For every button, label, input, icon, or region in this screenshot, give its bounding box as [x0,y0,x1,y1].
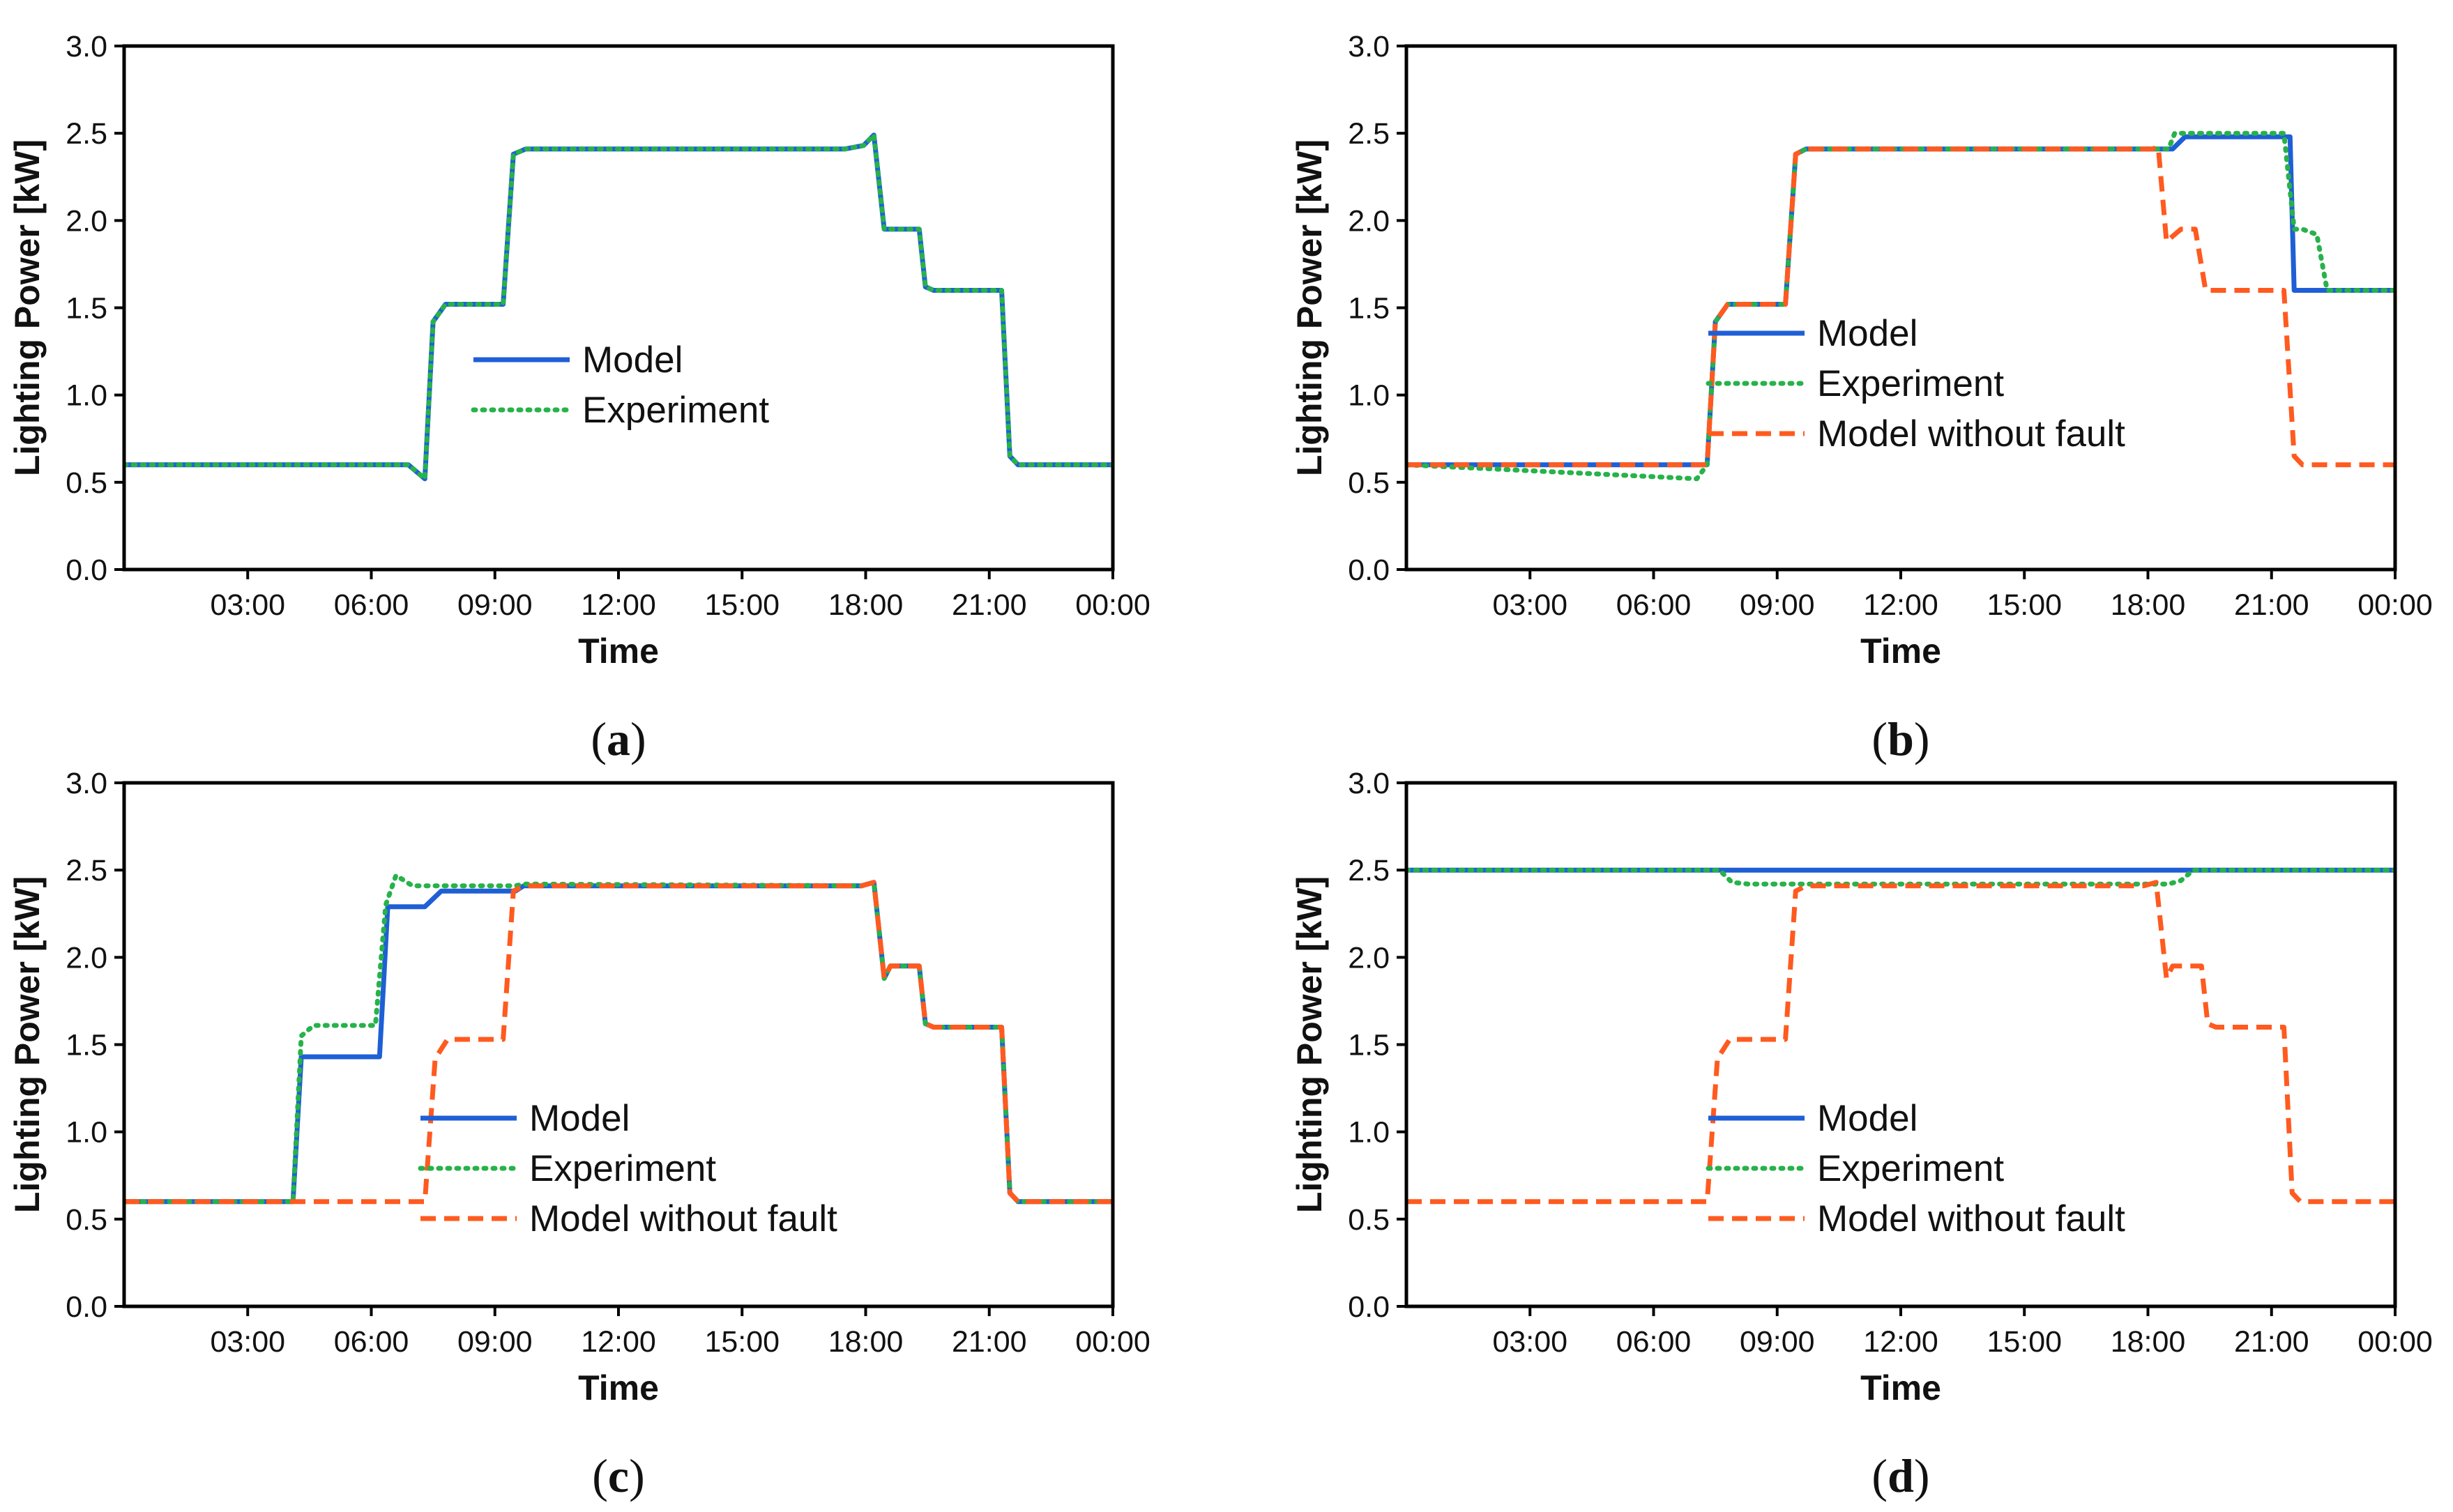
x-tick-label-b: 09:00 [1740,588,1815,622]
x-axis-title-b: Time [1860,632,1941,671]
y-tick-label-c: 2.0 [66,941,107,975]
x-tick-label-c: 15:00 [704,1325,780,1359]
x-tick-label-c: 09:00 [457,1325,533,1359]
y-tick-label-d: 3.0 [1348,767,1390,800]
y-tick-label-c: 1.5 [66,1029,107,1062]
panel-label-a: (a) [591,712,646,765]
x-tick-label-c: 03:00 [210,1325,285,1359]
x-tick-label-b: 12:00 [1863,588,1938,622]
legend-d: Model Experiment Model without fault [1706,1098,2125,1239]
y-axis-title-b: Lighting Power [kW] [1290,139,1329,476]
x-tick-label-a: 12:00 [581,588,656,622]
y-tick-label-a: 1.0 [66,379,107,413]
x-tick-label-d: 03:00 [1492,1325,1567,1359]
x-tick-label-a: 00:00 [1075,588,1150,622]
legend-label-a: Model [582,339,683,381]
x-tick-label-a: 03:00 [210,588,285,622]
x-axis-title-d: Time [1860,1368,1941,1407]
x-tick-label-a: 06:00 [334,588,409,622]
x-tick-label-d: 06:00 [1616,1325,1692,1359]
legend-a: Model Experiment [471,339,769,431]
y-tick-label-a: 3.0 [66,30,107,63]
y-tick-label-b: 2.5 [1348,117,1390,151]
x-tick-label-c: 00:00 [1075,1325,1150,1359]
x-tick-label-d: 09:00 [1740,1325,1815,1359]
x-axis-title-a: Time [578,632,659,671]
legend-label-a: Experiment [582,390,769,431]
y-tick-label-d: 2.0 [1348,941,1390,975]
x-tick-label-d: 12:00 [1863,1325,1938,1359]
x-tick-label-c: 21:00 [952,1325,1027,1359]
x-tick-label-c: 18:00 [828,1325,904,1359]
y-tick-label-b: 1.0 [1348,379,1390,413]
y-tick-label-a: 2.0 [66,204,107,238]
panel-label-d: (d) [1871,1449,1929,1502]
legend-label-c: Model [529,1098,630,1139]
y-tick-label-d: 1.5 [1348,1029,1390,1062]
legend-label-c: Experiment [529,1148,716,1189]
series-line-d-model-without-fault [1406,880,2395,1205]
y-tick-label-b: 0.5 [1348,466,1390,500]
series-line-c-model-without-fault [124,880,1113,1205]
x-tick-label-c: 12:00 [581,1325,656,1359]
y-axis-title-a: Lighting Power [kW] [8,139,47,476]
legend-label-d: Model without fault [1817,1198,2125,1239]
y-tick-label-a: 0.0 [66,553,107,587]
y-tick-label-c: 1.0 [66,1116,107,1150]
y-tick-label-d: 1.0 [1348,1116,1390,1150]
y-tick-label-c: 3.0 [66,767,107,800]
legend-label-d: Experiment [1817,1148,2004,1189]
y-tick-label-a: 2.5 [66,117,107,151]
chart-panel-c: 03:00 06:00 09:00 12:00 15:00 18:00 21:00 00:00… [8,767,1150,1502]
x-tick-label-d: 18:00 [2111,1325,2186,1359]
x-tick-label-b: 21:00 [2234,588,2309,622]
y-tick-label-a: 1.5 [66,292,107,326]
legend-label-b: Model without fault [1817,413,2125,455]
x-tick-label-a: 18:00 [828,588,904,622]
plot-frame-a [122,44,1115,572]
y-tick-label-b: 3.0 [1348,30,1390,63]
x-tick-label-b: 18:00 [2111,588,2186,622]
y-tick-label-c: 2.5 [66,854,107,887]
y-axis-title-d: Lighting Power [kW] [1290,876,1329,1213]
plot-frame-b [1404,44,2397,572]
y-tick-label-b: 2.0 [1348,204,1390,238]
chart-panel-b: 03:00 06:00 09:00 12:00 15:00 18:00 21:00 00:00… [1290,30,2433,765]
x-tick-label-a: 09:00 [457,588,533,622]
legend-label-b: Experiment [1817,363,2004,404]
panel-label-b: (b) [1871,712,1929,765]
x-tick-label-b: 03:00 [1492,588,1567,622]
y-tick-label-d: 2.5 [1348,854,1390,887]
panel-label-c: (c) [592,1449,645,1502]
x-axis-title-c: Time [578,1368,659,1407]
x-tick-label-d: 15:00 [1987,1325,2062,1359]
legend-c: Model Experiment Model without fault [418,1098,837,1239]
x-tick-label-a: 15:00 [704,588,780,622]
y-tick-label-c: 0.0 [66,1290,107,1324]
chart-panel-d: 03:00 06:00 09:00 12:00 15:00 18:00 21:00 00:00… [1290,767,2433,1502]
chart-panel-a: 03:00 06:00 09:00 12:00 15:00 18:00 21:00 00:00… [8,30,1150,765]
y-tick-label-c: 0.5 [66,1203,107,1237]
y-tick-label-a: 0.5 [66,466,107,500]
legend-label-c: Model without fault [529,1198,837,1239]
legend-label-d: Model [1817,1098,1917,1139]
y-tick-label-b: 0.0 [1348,553,1390,587]
y-tick-label-d: 0.5 [1348,1203,1390,1237]
y-tick-label-d: 0.0 [1348,1290,1390,1324]
series-line-b-model-without-fault [1406,144,2395,468]
x-tick-label-b: 15:00 [1987,588,2062,622]
x-tick-label-d: 21:00 [2234,1325,2309,1359]
legend-b: Model Experiment Model without fault [1706,313,2125,455]
x-tick-label-b: 00:00 [2357,588,2433,622]
series-line-a-experiment [124,132,1113,482]
x-tick-label-b: 06:00 [1616,588,1692,622]
x-tick-label-d: 00:00 [2357,1325,2433,1359]
x-tick-label-c: 06:00 [334,1325,409,1359]
y-tick-label-b: 1.5 [1348,292,1390,326]
y-axis-title-c: Lighting Power [kW] [8,876,47,1213]
x-tick-label-a: 21:00 [952,588,1027,622]
legend-label-b: Model [1817,313,1917,354]
